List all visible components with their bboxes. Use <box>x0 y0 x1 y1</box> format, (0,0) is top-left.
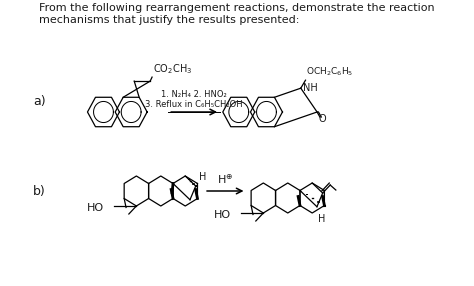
Text: b): b) <box>33 184 46 198</box>
Text: HO: HO <box>214 210 231 220</box>
Text: O: O <box>319 114 327 124</box>
Text: CO$_2$CH$_3$: CO$_2$CH$_3$ <box>153 62 192 76</box>
Text: 1. N₂H₄ 2. HNO₂
3. Reflux in C₆H₅CH₂OH: 1. N₂H₄ 2. HNO₂ 3. Reflux in C₆H₅CH₂OH <box>146 90 243 109</box>
Text: H: H <box>199 172 206 182</box>
Text: H$^{\oplus}$: H$^{\oplus}$ <box>217 173 233 186</box>
Text: From the following rearrangement reactions, demonstrate the reaction
mechanisms : From the following rearrangement reactio… <box>39 3 435 25</box>
Text: NH: NH <box>303 83 318 93</box>
Text: a): a) <box>33 94 46 108</box>
Text: HO: HO <box>87 203 104 213</box>
Text: H: H <box>318 214 325 223</box>
Text: OCH$_2$C$_6$H$_5$: OCH$_2$C$_6$H$_5$ <box>306 66 354 78</box>
